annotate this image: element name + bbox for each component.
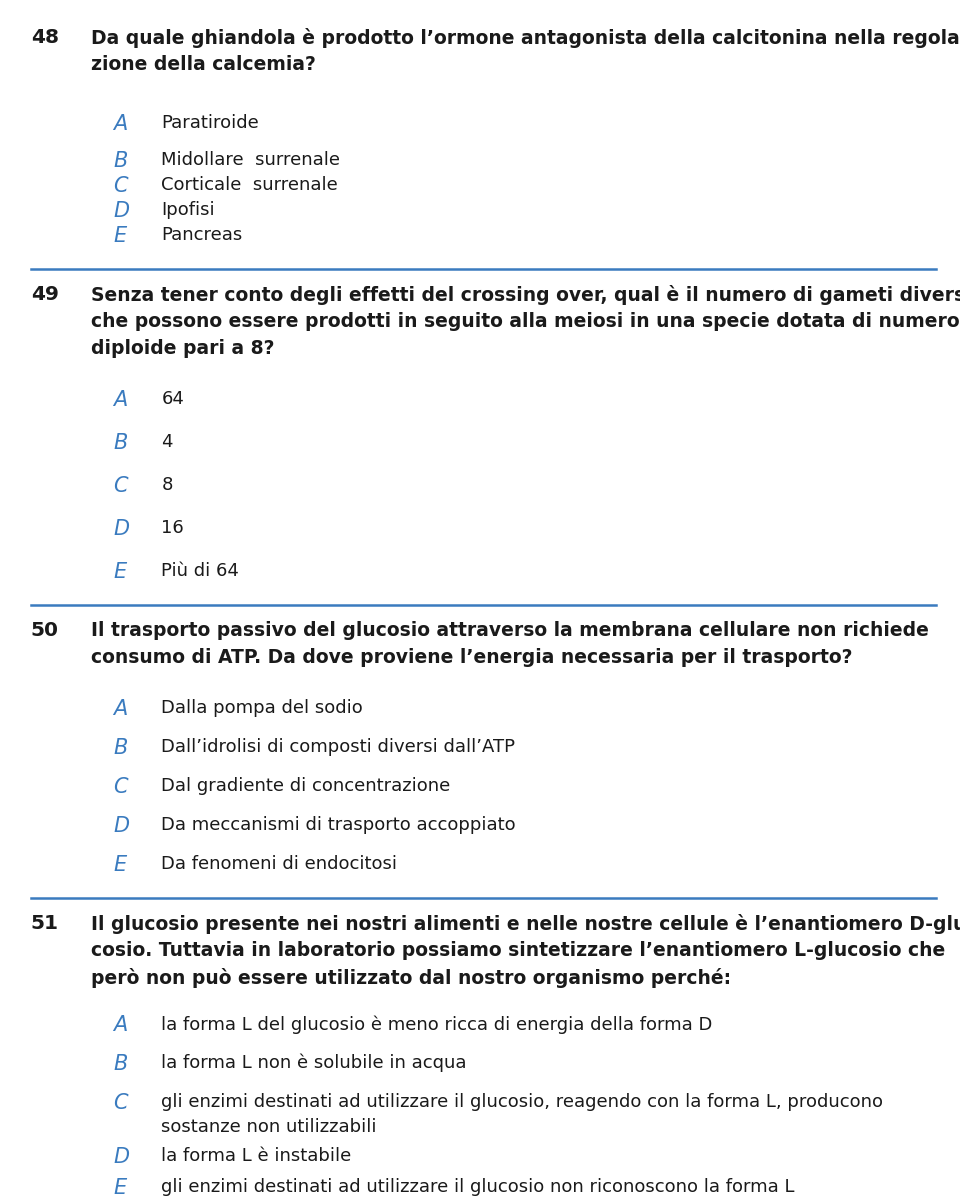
Text: Ipofisi: Ipofisi xyxy=(161,201,215,219)
Text: B: B xyxy=(113,737,128,758)
Text: 49: 49 xyxy=(31,285,59,304)
Text: 8: 8 xyxy=(161,476,173,494)
Text: E: E xyxy=(113,226,127,246)
Text: E: E xyxy=(113,855,127,876)
Text: 51: 51 xyxy=(31,914,59,933)
Text: C: C xyxy=(113,1093,128,1113)
Text: Dall’idrolisi di composti diversi dall’ATP: Dall’idrolisi di composti diversi dall’A… xyxy=(161,737,516,755)
Text: cosio. Tuttavia in laboratorio possiamo sintetizzare l’enantiomero L-glucosio ch: cosio. Tuttavia in laboratorio possiamo … xyxy=(91,942,946,960)
Text: A: A xyxy=(113,390,128,410)
Text: Midollare  surrenale: Midollare surrenale xyxy=(161,151,340,169)
Text: Pancreas: Pancreas xyxy=(161,226,243,244)
Text: E: E xyxy=(113,562,127,582)
Text: D: D xyxy=(113,1147,130,1167)
Text: B: B xyxy=(113,1054,128,1074)
Text: che possono essere prodotti in seguito alla meiosi in una specie dotata di numer: che possono essere prodotti in seguito a… xyxy=(91,312,960,331)
Text: E: E xyxy=(113,1178,127,1199)
Text: Il glucosio presente nei nostri alimenti e nelle nostre cellule è l’enantiomero : Il glucosio presente nei nostri alimenti… xyxy=(91,914,960,934)
Text: A: A xyxy=(113,699,128,719)
Text: Dal gradiente di concentrazione: Dal gradiente di concentrazione xyxy=(161,777,450,795)
Text: gli enzimi destinati ad utilizzare il glucosio non riconoscono la forma L: gli enzimi destinati ad utilizzare il gl… xyxy=(161,1178,795,1196)
Text: però non può essere utilizzato dal nostro organismo perché:: però non può essere utilizzato dal nostr… xyxy=(91,968,732,988)
Text: 50: 50 xyxy=(31,621,59,640)
Text: 48: 48 xyxy=(31,28,59,47)
Text: la forma L del glucosio è meno ricca di energia della forma D: la forma L del glucosio è meno ricca di … xyxy=(161,1015,712,1034)
Text: consumo di ATP. Da dove proviene l’energia necessaria per il trasporto?: consumo di ATP. Da dove proviene l’energ… xyxy=(91,649,852,667)
Text: la forma L è instabile: la forma L è instabile xyxy=(161,1147,351,1165)
Text: C: C xyxy=(113,177,128,196)
Text: Più di 64: Più di 64 xyxy=(161,562,239,580)
Text: Da quale ghiandola è prodotto l’ormone antagonista della calcitonina nella regol: Da quale ghiandola è prodotto l’ormone a… xyxy=(91,28,960,48)
Text: zione della calcemia?: zione della calcemia? xyxy=(91,55,316,74)
Text: B: B xyxy=(113,151,128,171)
Text: 64: 64 xyxy=(161,390,184,408)
Text: A: A xyxy=(113,114,128,135)
Text: Corticale  surrenale: Corticale surrenale xyxy=(161,177,338,195)
Text: D: D xyxy=(113,519,130,539)
Text: Paratiroide: Paratiroide xyxy=(161,114,259,132)
Text: la forma L non è solubile in acqua: la forma L non è solubile in acqua xyxy=(161,1054,467,1072)
Text: Da meccanismi di trasporto accoppiato: Da meccanismi di trasporto accoppiato xyxy=(161,815,516,833)
Text: gli enzimi destinati ad utilizzare il glucosio, reagendo con la forma L, produco: gli enzimi destinati ad utilizzare il gl… xyxy=(161,1093,883,1111)
Text: Da fenomeni di endocitosi: Da fenomeni di endocitosi xyxy=(161,855,397,873)
Text: A: A xyxy=(113,1015,128,1035)
Text: C: C xyxy=(113,476,128,496)
Text: D: D xyxy=(113,815,130,836)
Text: 4: 4 xyxy=(161,434,173,452)
Text: Il trasporto passivo del glucosio attraverso la membrana cellulare non richiede: Il trasporto passivo del glucosio attrav… xyxy=(91,621,929,640)
Text: Senza tener conto degli effetti del crossing over, qual è il numero di gameti di: Senza tener conto degli effetti del cros… xyxy=(91,285,960,305)
Text: sostanze non utilizzabili: sostanze non utilizzabili xyxy=(161,1118,376,1136)
Text: D: D xyxy=(113,201,130,221)
Text: 16: 16 xyxy=(161,519,184,537)
Text: diploide pari a 8?: diploide pari a 8? xyxy=(91,339,275,358)
Text: Dalla pompa del sodio: Dalla pompa del sodio xyxy=(161,699,363,717)
Text: C: C xyxy=(113,777,128,797)
Text: B: B xyxy=(113,434,128,453)
